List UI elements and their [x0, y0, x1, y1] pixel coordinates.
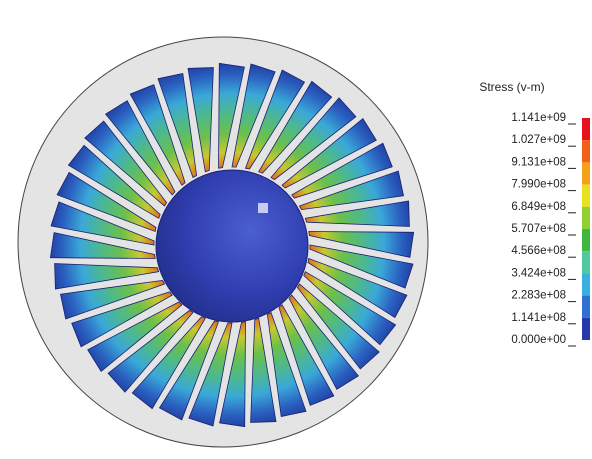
blade — [303, 271, 397, 346]
legend-label: 4.566e+08 — [511, 245, 566, 257]
blade — [281, 118, 377, 189]
blade — [56, 171, 157, 233]
color-band — [582, 317, 590, 340]
blade — [288, 294, 359, 390]
blade — [67, 144, 161, 219]
blade — [307, 257, 408, 319]
blade — [244, 69, 306, 170]
blade — [107, 309, 194, 393]
blade — [309, 244, 414, 289]
blade — [87, 301, 183, 372]
color-band — [582, 118, 590, 141]
blade — [298, 170, 404, 211]
legend: 1.141e+09 1.027e+09 9.131e+08 7.990e+08 6.84… — [511, 112, 590, 347]
blade — [250, 317, 277, 423]
color-band — [582, 295, 590, 318]
blade — [218, 62, 245, 169]
color-band — [582, 162, 590, 185]
blade — [219, 321, 246, 428]
blade — [187, 67, 214, 173]
hub — [155, 169, 309, 323]
blades — [49, 62, 415, 428]
blade — [278, 304, 335, 406]
blade — [60, 279, 166, 320]
color-band — [582, 206, 590, 229]
legend-label: 1.141e+08 — [511, 312, 566, 324]
color-band — [582, 184, 590, 207]
blade — [50, 201, 155, 246]
blade — [129, 84, 186, 186]
legend-label: 2.283e+08 — [511, 290, 566, 302]
blade — [188, 322, 233, 427]
blade — [270, 97, 357, 181]
legend-label: 5.707e+08 — [511, 223, 566, 235]
blade — [84, 120, 168, 207]
blade — [266, 311, 307, 417]
legend-title: Stress (v-m) — [479, 80, 544, 94]
legend-label: 9.131e+08 — [511, 156, 566, 168]
legend-label: 3.424e+08 — [511, 267, 566, 279]
legend-label: 6.849e+08 — [511, 201, 566, 213]
color-band — [582, 273, 590, 296]
legend-label: 1.027e+09 — [511, 134, 566, 146]
legend-label: 7.990e+08 — [511, 179, 566, 191]
blade — [296, 283, 380, 370]
blade — [49, 232, 156, 259]
blade — [291, 142, 393, 199]
color-band — [582, 229, 590, 252]
blade — [304, 200, 410, 227]
blade — [131, 316, 206, 410]
blade — [54, 263, 160, 290]
blade — [258, 80, 333, 174]
legend-label: 0.000e+00 — [511, 334, 566, 346]
color-band — [582, 140, 590, 163]
blade — [71, 291, 173, 348]
blade — [158, 320, 220, 421]
blade — [308, 231, 415, 258]
color-band — [582, 251, 590, 274]
blade — [231, 63, 276, 168]
legend-label: 1.141e+09 — [511, 112, 566, 124]
blade — [105, 100, 176, 196]
hub-highlight — [258, 203, 268, 213]
blade — [157, 73, 198, 179]
